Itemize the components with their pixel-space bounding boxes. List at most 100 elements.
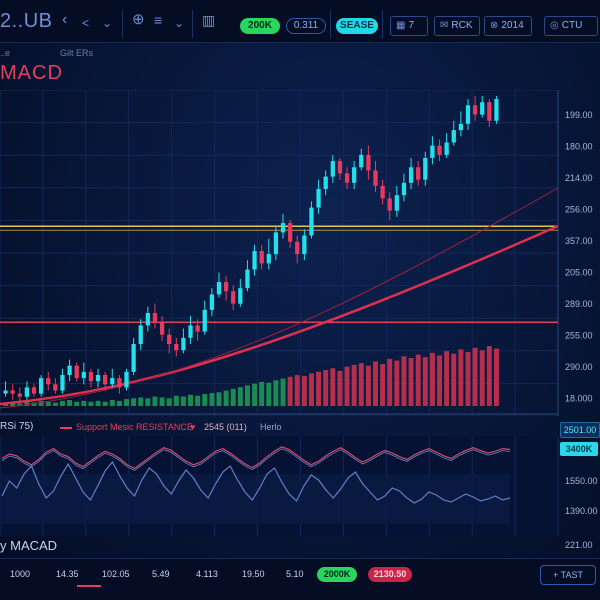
symbol-label[interactable]: 2..UB xyxy=(0,10,53,32)
candle-body xyxy=(238,288,243,304)
macd-band xyxy=(0,474,510,524)
candle-body xyxy=(487,102,492,121)
tast-label: TAST xyxy=(560,570,583,580)
candle-body xyxy=(53,384,58,391)
ctu-button[interactable]: ◎ CTU xyxy=(544,16,598,36)
candle-body xyxy=(309,207,314,236)
chart-type-button[interactable]: ▦ 7 xyxy=(390,16,428,36)
volume-bar xyxy=(230,388,236,406)
volume-bar xyxy=(10,402,16,406)
rck-button[interactable]: ✉ RCK xyxy=(434,16,480,36)
chevron-down-icon[interactable]: ⌄ xyxy=(174,16,185,30)
chevron-left-icon[interactable]: < xyxy=(82,16,90,30)
toolbar-divider xyxy=(330,10,331,38)
candle-body xyxy=(366,154,371,171)
heart-icon: ♥ xyxy=(190,422,196,432)
candle-body xyxy=(359,154,364,168)
year-label: 2014 xyxy=(501,20,524,31)
candle-body xyxy=(117,378,122,388)
volume-bar xyxy=(152,396,158,406)
time-label[interactable]: 5.49 xyxy=(152,569,170,579)
time-label[interactable]: 5.10 xyxy=(286,569,304,579)
volume-bar xyxy=(216,392,222,406)
volume-bar xyxy=(330,368,336,406)
volume-bar xyxy=(422,357,428,406)
candle-body xyxy=(259,251,264,264)
chevron-left-icon[interactable]: ‹ xyxy=(62,11,68,28)
legend-value: 2545 (011) xyxy=(204,422,247,432)
volume-bar xyxy=(138,397,144,406)
candle-body xyxy=(81,371,86,379)
volume-bar xyxy=(237,387,243,406)
sease-pill[interactable]: SEASE xyxy=(336,18,378,34)
time-label[interactable]: 4.113 xyxy=(196,569,218,579)
price-pill[interactable]: 2130.50 xyxy=(368,567,412,582)
volume-bar xyxy=(88,401,94,406)
candle-body xyxy=(188,325,193,338)
volume-bar xyxy=(287,376,293,406)
volume-bar xyxy=(323,370,329,406)
volume-bar xyxy=(373,361,378,406)
candle-body xyxy=(423,158,428,180)
time-label[interactable]: 14.35 xyxy=(56,569,79,579)
candle-body xyxy=(295,241,300,255)
volume-bar xyxy=(31,402,37,406)
price-axis-label: 255.00 xyxy=(565,331,593,341)
candle-body xyxy=(451,130,456,143)
osc-badge: 3400K xyxy=(560,442,598,456)
year-button[interactable]: ⊗ 2014 xyxy=(484,16,532,36)
rck-label: RCK xyxy=(451,20,473,31)
candle-body xyxy=(46,378,51,385)
interval-pill[interactable]: 200K xyxy=(240,18,280,34)
price-axis-label: 205.00 xyxy=(565,268,593,278)
candle-body xyxy=(181,337,186,351)
moving-average-line xyxy=(0,224,559,406)
osc-axis-label: 1550.00 xyxy=(565,476,598,486)
candle-body xyxy=(245,269,250,289)
sub-label-left: ..e xyxy=(0,48,11,58)
value-pill[interactable]: 0.311 xyxy=(286,18,326,34)
bar-chart-icon[interactable]: ▥ xyxy=(202,12,216,28)
volume-bar xyxy=(109,400,115,406)
price-chart[interactable]: 199.00 180.00 214.00 256.00 357.00 205.00 289.… xyxy=(0,90,600,416)
candle-body xyxy=(401,182,407,196)
candle-body xyxy=(430,145,435,158)
volume-bar xyxy=(380,364,386,406)
candle-body xyxy=(458,123,464,131)
volume-bar xyxy=(401,356,407,406)
chevron-down-icon[interactable]: ⌄ xyxy=(102,16,113,30)
moving-average-line xyxy=(0,187,559,409)
volume-bar xyxy=(17,403,23,406)
time-label[interactable]: 102.05 xyxy=(102,569,130,579)
candle-body xyxy=(174,344,179,351)
volume-bar xyxy=(180,396,186,406)
volume-bar xyxy=(59,400,65,406)
candle-body xyxy=(167,334,172,344)
legend-support-resistance: Support Mesic RESISTANCE xyxy=(76,422,193,432)
candle-body xyxy=(38,378,44,394)
volume-bar xyxy=(259,382,265,406)
volume-bar xyxy=(337,370,343,406)
time-label[interactable]: 19.50 xyxy=(242,569,265,579)
volume-bar xyxy=(351,364,357,406)
volume-bar xyxy=(458,349,464,406)
candle-body xyxy=(252,251,257,270)
volume-bar xyxy=(394,360,400,406)
candle-body xyxy=(131,344,136,372)
candle-body xyxy=(103,375,108,385)
volume-bar xyxy=(131,398,137,406)
volume-bar xyxy=(273,380,279,406)
time-label[interactable]: 1000 xyxy=(10,569,31,579)
settings-icon: ◎ xyxy=(550,20,559,31)
volume-pill[interactable]: 2000K xyxy=(317,567,357,582)
candle-body xyxy=(387,198,392,211)
candle-body xyxy=(437,145,442,155)
price-axis-label: 290.00 xyxy=(565,362,593,372)
tast-button[interactable]: + TAST xyxy=(540,565,596,585)
oscillator-chart[interactable] xyxy=(0,436,600,536)
chart-type-label: 7 xyxy=(408,20,415,31)
add-circle-icon[interactable]: ⊕ xyxy=(132,11,145,28)
candle-body xyxy=(152,313,158,323)
indicator-lines-icon[interactable]: ≡ xyxy=(154,12,163,28)
volume-bar xyxy=(166,398,172,406)
